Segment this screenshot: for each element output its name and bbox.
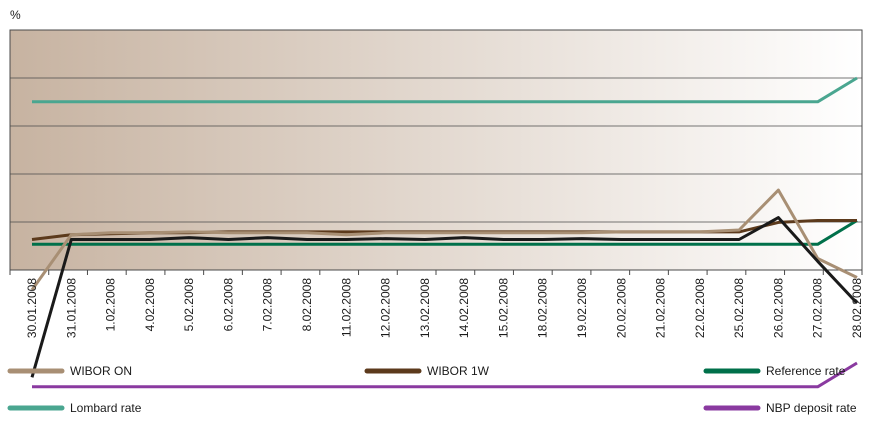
legend: WIBOR ON WIBOR 1W Reference rate Lombard ra…: [7, 364, 857, 415]
legend-item-lombard-rate: Lombard rate: [7, 401, 142, 415]
x-tick-label: 27.02.2008: [811, 278, 825, 338]
series-line-wibor-on: [30, 188, 858, 291]
x-tick-label: 21.02.2008: [654, 278, 668, 338]
x-tick-label: 15.02.2008: [496, 278, 510, 338]
x-tick-label: 19.02.2008: [575, 278, 589, 338]
legend-item-reference-rate: Reference rate: [703, 364, 846, 378]
x-tick-label: 13.02.2008: [418, 278, 432, 338]
x-tick-label: 18.02.2008: [536, 278, 550, 338]
legend-item-wibor-on: WIBOR ON: [7, 364, 132, 378]
x-tick-label: 25.02.2008: [732, 278, 746, 338]
legend-label: NBP deposit rate: [766, 401, 857, 415]
legend-label: Lombard rate: [70, 401, 142, 415]
x-tick-label: 7.02.2008: [261, 278, 275, 332]
series-line-unlabeled: [30, 216, 859, 378]
x-tick-label: 28.02.2008: [850, 278, 864, 338]
series-line-lombard-rate: [32, 76, 858, 104]
x-tick-label: 11.02.2008: [339, 278, 353, 337]
x-tick-label: 20.02.2008: [614, 278, 628, 338]
legend-item-nbp-deposit-rate: NBP deposit rate: [703, 401, 857, 415]
unit-label: %: [10, 8, 21, 22]
series-lines: [30, 76, 859, 389]
x-axis-ticks: 30.01.2008 31.01.2008 1.02.2008 4.02.2008 5.…: [9, 270, 864, 338]
legend-label: WIBOR 1W: [427, 364, 490, 378]
series-line-nbp-deposit-rate: [32, 361, 858, 389]
x-tick-label: 6.02.2008: [221, 278, 235, 332]
x-tick-label: 4.02.2008: [143, 278, 157, 332]
x-tick-label: 5.02.2008: [182, 278, 196, 332]
x-tick-label: 31.01.2008: [64, 278, 78, 338]
legend-item-wibor-1w: WIBOR 1W: [364, 364, 490, 378]
x-tick-label: 8.02.2008: [300, 278, 314, 332]
legend-label: WIBOR ON: [70, 364, 132, 378]
x-tick-label: 26.02.2008: [771, 278, 785, 338]
x-tick-label: 14.02.2008: [457, 278, 471, 338]
x-tick-label: 30.01.2008: [25, 278, 39, 338]
x-tick-label: 12.02.2008: [379, 278, 393, 338]
gridlines: [10, 77, 862, 223]
x-tick-label: 22.02.2008: [693, 278, 707, 338]
legend-label: Reference rate: [766, 364, 846, 378]
x-tick-label: 1.02.2008: [104, 278, 118, 332]
series-line-reference-rate: [32, 219, 858, 246]
